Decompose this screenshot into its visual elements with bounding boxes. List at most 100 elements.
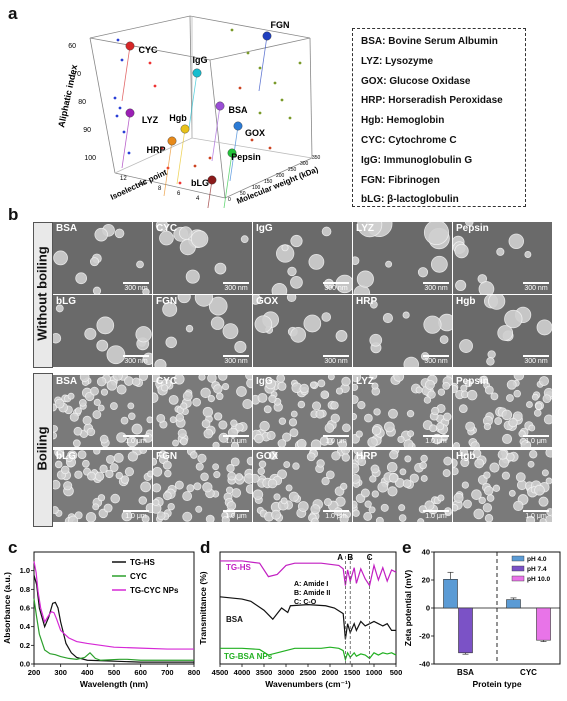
legend-swatch [511,575,525,582]
particle [84,327,97,340]
particle [82,415,92,425]
particle [335,330,348,342]
sem-image-cyc-without-boiling: CYC 300 nm [153,222,252,294]
scale-bar: 300 nm [523,282,549,292]
particle [245,375,252,381]
scale-bar: 1.0 μm [223,435,249,445]
x-tick-label: BSA [457,668,474,677]
data-dot [258,111,262,115]
particle [458,404,468,414]
particle [315,409,325,419]
ball-hgb [180,124,190,134]
stem-cyc [121,45,131,102]
particle [321,226,332,237]
scale-bar: 1.0 μm [423,435,449,445]
particle [494,417,503,425]
particle [373,408,381,416]
particle [124,467,134,477]
particle [442,412,452,422]
particle [515,472,526,483]
sem-image-igg-without-boiling: IgG 300 nm [253,222,352,294]
sem-tile-label: BSA [56,223,78,234]
label-gox: GOX [245,128,265,138]
particle [97,494,106,502]
particle [486,494,495,502]
stem-pepsin [223,152,233,208]
ball-pepsin [227,148,237,158]
particle [197,453,207,463]
particle [439,335,449,344]
legend-label: pH 10.0 [527,576,551,583]
particle [310,504,321,515]
particle [207,395,215,403]
x-tick-label: 700 [161,668,174,677]
particle [288,418,298,427]
particle [96,339,109,352]
particles [253,295,348,343]
sem-tile-label: LYZ [356,223,374,234]
scale-bar-label: 300 nm [124,285,148,292]
particle [501,409,513,421]
y-tick-label: 0.6 [20,604,30,613]
y-tick-label: 80 [78,99,86,106]
particles [253,375,351,447]
x-tick-label: 6 [177,191,181,197]
particle [271,283,288,294]
x-tick-label: 4 [196,196,200,202]
particle [353,383,359,391]
particle [273,493,281,501]
particle [437,388,446,396]
particle [385,260,393,268]
particle [159,230,174,246]
label-bsa: BSA [228,105,248,115]
sem-image-hgb-without-boiling: Hgb 300 nm [453,295,552,367]
background-dots [113,28,302,185]
particle [369,333,383,347]
particle [398,504,406,512]
particle [341,450,351,455]
particle [407,430,415,438]
box-frame [89,15,313,199]
stem-fgn [258,35,268,92]
y-tick-label: 0.4 [20,622,31,631]
particle [202,406,214,418]
z-tick-label: 350 [312,155,321,161]
particle [105,469,114,479]
particle [283,461,291,468]
data-dot [122,130,126,134]
particle [360,488,370,498]
particle [87,471,96,481]
scale-bar-line [323,355,349,357]
y-tick-label: 0.0 [20,660,30,669]
particle [218,375,228,381]
particle [353,509,360,517]
particle [203,428,214,439]
particle [128,412,136,420]
scale-bar-line [223,282,249,284]
particle [192,397,201,407]
particle [140,481,152,493]
particle [423,315,442,334]
particle [153,392,159,404]
particle [53,479,61,490]
particle [288,491,299,502]
label-hgb: Hgb [169,113,187,123]
chart-absorbance: 200 300 400 500 600 700 800 0.0 0.2 0.4 0.6 0.8 1.0 W… [2,551,200,689]
particle [335,387,344,395]
particles [453,222,532,294]
particle [147,470,152,478]
sem-image-cyc-boiling: CYC 1.0 μm [153,375,252,447]
particle [290,410,298,418]
particle [214,262,227,275]
particle [513,500,524,512]
particle [533,409,542,417]
particle [135,326,152,343]
particle [221,382,230,391]
y-tick-label: 1.0 [20,566,30,575]
sem-image-fgn-without-boiling: FGN 300 nm [153,295,252,367]
legend-row: bLG: β-lactoglobulin [361,194,459,206]
particle [340,482,348,491]
particle [180,402,188,410]
scale-bar-line [223,435,249,437]
sem-image-gox-boiling: GOX 1.0 μm [253,450,352,522]
